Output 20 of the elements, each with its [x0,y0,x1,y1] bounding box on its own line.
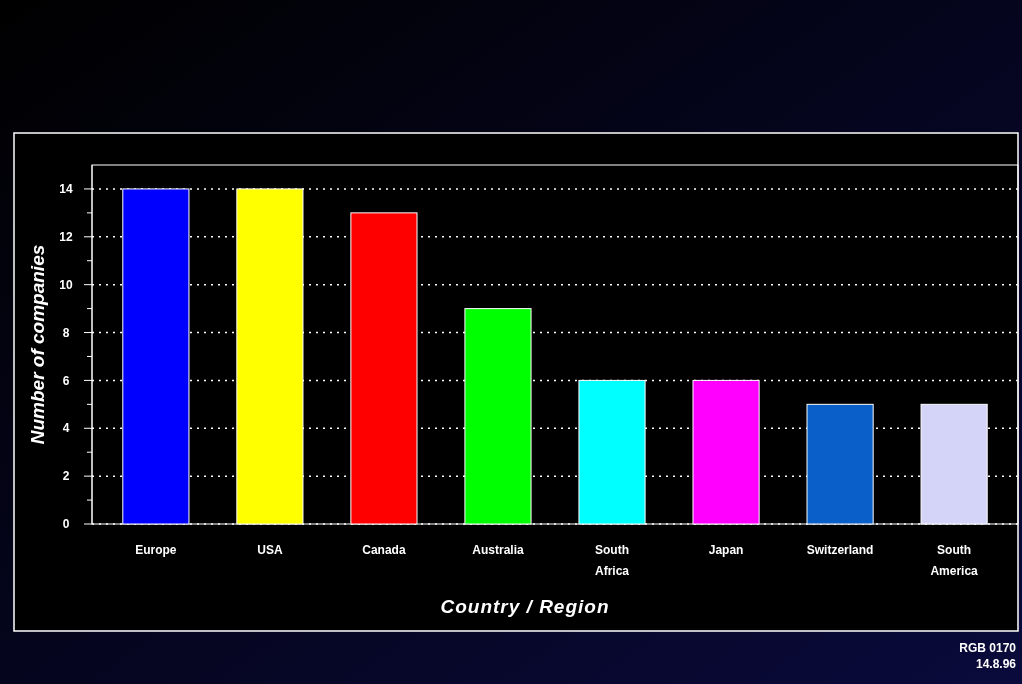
x-tick-label: Canada [362,543,406,557]
y-tick-label: 6 [62,373,70,388]
x-tick-label: USA [257,543,283,557]
y-tick-label: 8 [62,325,70,340]
x-tick-label: South America [930,543,979,578]
x-tick-label: Australia [472,543,524,557]
x-tick-label: Switzerland [806,543,874,557]
y-tick-label: 4 [62,421,70,436]
y-axis-title: Number of companies [27,244,48,445]
y-tick-label: 0 [62,517,70,532]
x-tick-label: South Africa [595,543,630,578]
text: 14.8.96 [975,657,1017,671]
y-tick-label: 10 [59,277,73,292]
x-tick-label: Japan [708,543,744,557]
x-axis-title: Country / Region [440,596,610,617]
x-tick-label: Europe [135,543,177,557]
y-tick-label: 12 [59,230,73,244]
y-tick-label: 2 [62,469,70,484]
text: RGB 0170 [959,641,1017,655]
y-tick-label: 14 [59,182,73,197]
